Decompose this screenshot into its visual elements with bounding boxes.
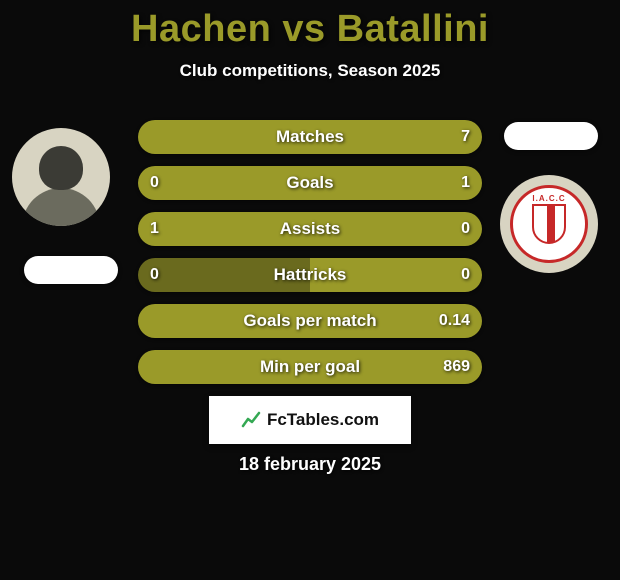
stat-row: 0.14Goals per match xyxy=(138,304,482,338)
stat-row: 01Goals xyxy=(138,166,482,200)
fctables-logo-icon xyxy=(241,410,261,430)
stats-panel: 7Matches 01Goals 10Assists 00Hattricks 0.14G… xyxy=(138,120,482,396)
stat-label: Hattricks xyxy=(138,258,482,292)
date-text: 18 february 2025 xyxy=(0,454,620,475)
player-left-team-pill xyxy=(24,256,118,284)
stat-row: 00Hattricks xyxy=(138,258,482,292)
stat-label: Goals per match xyxy=(138,304,482,338)
player-right-club-logo: I.A.C.C xyxy=(500,175,598,273)
stat-label: Matches xyxy=(138,120,482,154)
stat-label: Min per goal xyxy=(138,350,482,384)
footer-badge[interactable]: FcTables.com xyxy=(209,396,411,444)
club-logo-badge: I.A.C.C xyxy=(510,185,588,263)
player-left-avatar xyxy=(12,128,110,226)
stat-row: 869Min per goal xyxy=(138,350,482,384)
footer-badge-label: FcTables.com xyxy=(267,410,379,430)
page-subtitle: Club competitions, Season 2025 xyxy=(0,61,620,81)
stat-row: 10Assists xyxy=(138,212,482,246)
stat-row: 7Matches xyxy=(138,120,482,154)
stat-label: Assists xyxy=(138,212,482,246)
stat-label: Goals xyxy=(138,166,482,200)
club-logo-text: I.A.C.C xyxy=(532,194,565,203)
page-title: Hachen vs Batallini xyxy=(0,0,620,51)
player-right-team-pill xyxy=(504,122,598,150)
club-logo-stripes-icon xyxy=(532,204,566,244)
